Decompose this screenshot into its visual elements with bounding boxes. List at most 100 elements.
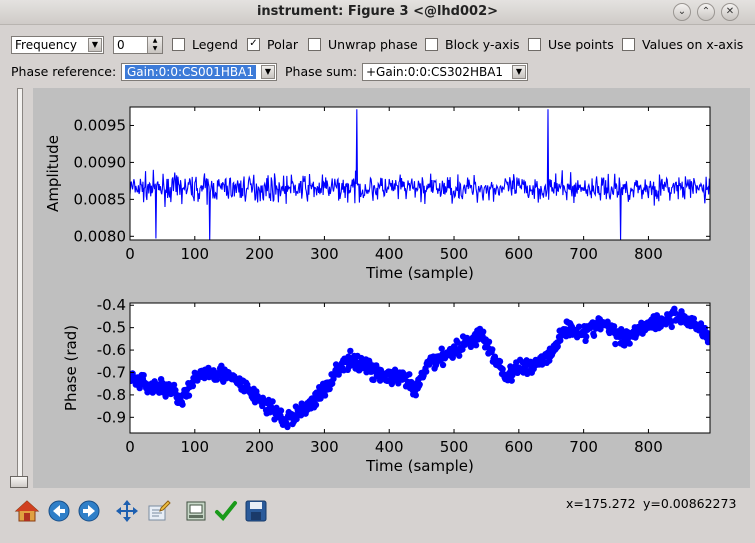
series-1	[130, 109, 710, 240]
phase-point	[704, 338, 710, 346]
y-tick-label: -0.9	[97, 408, 126, 426]
phase-point	[454, 339, 462, 346]
y-tick-label: -0.6	[97, 341, 126, 359]
phase-point	[618, 325, 625, 333]
x-tick-label: 700	[569, 245, 598, 263]
checkbox-box[interactable]	[528, 37, 541, 51]
block-y-axis-label: Block y-axis	[445, 36, 520, 52]
y-tick-label: -0.4	[97, 296, 126, 314]
subplot-config-icon[interactable]	[183, 498, 209, 524]
use-points-checkbox[interactable]: Use points	[528, 36, 614, 52]
x-tick-label: 100	[180, 245, 209, 263]
unwrap-phase-checkbox[interactable]: Unwrap phase	[308, 36, 418, 52]
x-tick-label: 800	[634, 245, 663, 263]
phase-point	[179, 401, 186, 408]
series-2	[130, 305, 710, 431]
x-tick-label: 600	[505, 438, 534, 456]
figure-canvas[interactable]: 0 100 200 300 400 500 600 700 800 0.0080 0.0085 0.0…	[33, 88, 750, 488]
vertical-slider-track[interactable]	[17, 88, 23, 480]
figure-svg[interactable]: 0 100 200 300 400 500 600 700 800 0.0080 0.0085 0.0…	[33, 88, 750, 488]
phase-point	[140, 372, 147, 379]
back-arrow-icon[interactable]	[46, 498, 72, 524]
checkbox-box[interactable]	[425, 37, 438, 51]
phase-sum-label: Phase sum:	[285, 64, 358, 79]
values-on-x-axis-checkbox[interactable]: Values on x-axis	[622, 36, 743, 52]
check-icon[interactable]	[213, 498, 239, 524]
phase-point	[185, 392, 193, 399]
x-tick-label: 400	[375, 245, 404, 263]
plot-panel-2[interactable]: 0 100 200 300 400 500 600 700 800 -0.9 -0.8 -0.7 -0.…	[62, 296, 713, 475]
phase-point	[485, 338, 493, 346]
phase-point	[438, 345, 445, 352]
x-axis-label: Time (sample)	[365, 264, 474, 282]
forward-arrow-icon[interactable]	[76, 498, 102, 524]
phase-point	[626, 340, 633, 347]
checkbox-box-checked[interactable]: ✓	[247, 37, 260, 51]
phase-point	[170, 381, 178, 389]
spin-arrows-icon[interactable]: ▲ ▼	[147, 37, 162, 53]
x-tick-label: 300	[310, 438, 339, 456]
phase-point	[612, 340, 619, 348]
use-points-label: Use points	[548, 36, 614, 52]
maximize-button[interactable]: ⌃	[697, 3, 715, 21]
slider-handle[interactable]	[10, 476, 28, 488]
phase-point	[189, 382, 197, 390]
x-tick-label: 0	[125, 245, 135, 263]
index-spinbox[interactable]: 0 ▲ ▼	[113, 36, 163, 54]
phase-point	[406, 371, 413, 378]
chevron-down-icon: ▼	[261, 65, 275, 79]
x-axis-label: Time (sample)	[365, 457, 474, 475]
y-tick-label: 0.0090	[74, 153, 127, 171]
phase-sum-value: +Gain:0:0:CS302HBA1	[366, 65, 504, 79]
phase-point	[668, 323, 675, 331]
save-disk-icon[interactable]	[243, 498, 269, 524]
y-tick-label: 0.0085	[74, 190, 127, 208]
y-tick-label: -0.5	[97, 319, 126, 337]
navigation-toolbar	[10, 494, 745, 530]
checkbox-box[interactable]	[172, 37, 185, 51]
phase-point	[499, 365, 506, 373]
phase-point	[284, 423, 291, 431]
window-title: instrument: Figure 3 <@lhd002>	[256, 4, 499, 19]
checkbox-box[interactable]	[308, 37, 321, 51]
axes-background[interactable]	[130, 107, 710, 240]
cursor-x-readout: x=175.272	[566, 496, 636, 511]
close-button[interactable]: ✕	[721, 3, 739, 21]
x-tick-label: 800	[634, 438, 663, 456]
title-bar: instrument: Figure 3 <@lhd002> ⌄ ⌃ ✕	[0, 0, 755, 25]
y-axis-label: Amplitude	[44, 135, 62, 212]
legend-checkbox[interactable]: Legend	[172, 36, 238, 52]
phase-point	[347, 347, 354, 355]
x-tick-label: 200	[245, 245, 274, 263]
axis-mode-value: Frequency	[15, 38, 77, 52]
zoom-edit-icon[interactable]	[146, 498, 172, 524]
cursor-y-readout: y=0.00862273	[643, 496, 737, 511]
phase-point	[690, 315, 697, 322]
phase-reference-select[interactable]: Gain:0:0:CS001HBA1 ▼	[121, 63, 277, 81]
values-on-x-axis-label: Values on x-axis	[642, 36, 744, 52]
plot-panel-1[interactable]: 0 100 200 300 400 500 600 700 800 0.0080 0.0085 0.0…	[44, 106, 711, 282]
x-tick-label: 600	[505, 245, 534, 263]
block-y-axis-checkbox[interactable]: Block y-axis	[425, 36, 520, 52]
legend-label: Legend	[192, 36, 238, 52]
home-icon[interactable]	[14, 498, 40, 524]
x-tick-label: 500	[440, 438, 469, 456]
phase-point	[472, 342, 480, 349]
polar-label: Polar	[267, 36, 299, 52]
phase-sum-select[interactable]: +Gain:0:0:CS302HBA1 ▼	[362, 63, 528, 81]
phase-point	[416, 381, 423, 388]
checkbox-box[interactable]	[622, 37, 635, 51]
unwrap-phase-label: Unwrap phase	[328, 36, 418, 52]
minimize-button[interactable]: ⌄	[673, 3, 691, 21]
phase-point	[575, 323, 583, 330]
polar-checkbox[interactable]: ✓ Polar	[247, 36, 298, 52]
axis-mode-select[interactable]: Frequency ▼	[11, 36, 104, 54]
pan-arrows-icon[interactable]	[114, 498, 140, 524]
phase-reference-label: Phase reference:	[11, 64, 117, 79]
phase-point	[412, 392, 419, 399]
phase-point	[633, 331, 640, 338]
phase-point	[508, 377, 515, 384]
x-tick-label: 700	[569, 438, 598, 456]
x-tick-label: 300	[310, 245, 339, 263]
phase-point	[610, 323, 618, 330]
